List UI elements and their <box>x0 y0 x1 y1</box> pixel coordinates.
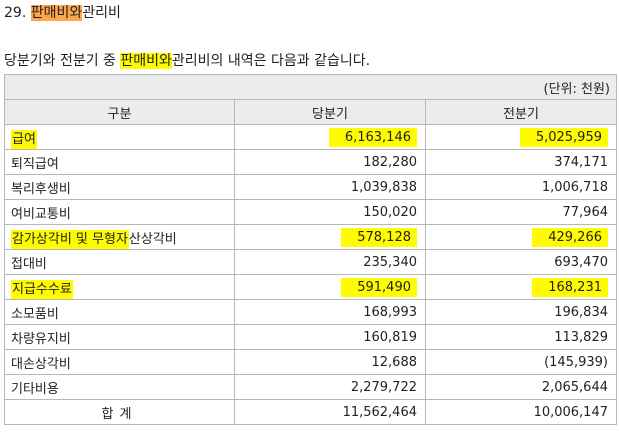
table-row: 차량유지비 160,819 113,829 <box>4 324 617 350</box>
row-current: 591,490 <box>234 274 426 300</box>
total-current: 11,562,464 <box>234 399 426 425</box>
row-current: 235,340 <box>234 249 426 275</box>
table-row: 여비교통비 150,020 77,964 <box>4 199 617 225</box>
row-label: 복리후생비 <box>4 174 235 200</box>
row-previous: 77,964 <box>425 199 617 225</box>
row-current: 160,819 <box>234 324 426 350</box>
row-label: 지급수수료 <box>4 274 235 300</box>
header-row: 구분 당분기 전분기 <box>4 99 617 125</box>
table-row: 대손상각비 12,688 (145,939) <box>4 349 617 375</box>
unit-label: (단위: 천원) <box>4 74 617 100</box>
section-number: 29. <box>4 5 27 21</box>
row-previous: (145,939) <box>425 349 617 375</box>
row-label: 차량유지비 <box>4 324 235 350</box>
section-title-highlight: 판매비와 <box>30 5 83 21</box>
header-current: 당분기 <box>234 99 426 125</box>
expense-table-container: (단위: 천원) 구분 당분기 전분기 급여 6,163,146 5,025,9… <box>4 74 617 425</box>
row-label: 퇴직급여 <box>4 149 235 175</box>
row-current: 6,163,146 <box>234 124 426 150</box>
row-previous: 1,006,718 <box>425 174 617 200</box>
header-previous: 전분기 <box>425 99 617 125</box>
table-row: 감가상각비 및 무형자산상각비 578,128 429,266 <box>4 224 617 250</box>
row-current: 150,020 <box>234 199 426 225</box>
section-title-rest: 관리비 <box>82 5 121 21</box>
row-previous: 693,470 <box>425 249 617 275</box>
expense-table: (단위: 천원) 구분 당분기 전분기 급여 6,163,146 5,025,9… <box>4 74 617 425</box>
row-label: 대손상각비 <box>4 349 235 375</box>
table-row: 복리후생비 1,039,838 1,006,718 <box>4 174 617 200</box>
header-category: 구분 <box>4 99 235 125</box>
row-label: 기타비용 <box>4 374 235 400</box>
intro-sentence: 당분기와 전분기 중 판매비와관리비의 내역은 다음과 같습니다. <box>4 52 370 70</box>
total-row: 합계 11,562,464 10,006,147 <box>4 399 617 425</box>
row-label: 감가상각비 및 무형자산상각비 <box>4 224 235 250</box>
row-previous: 374,171 <box>425 149 617 175</box>
total-previous: 10,006,147 <box>425 399 617 425</box>
table-row: 퇴직급여 182,280 374,171 <box>4 149 617 175</box>
row-previous: 429,266 <box>425 224 617 250</box>
table-row: 소모품비 168,993 196,834 <box>4 299 617 325</box>
row-current: 168,993 <box>234 299 426 325</box>
row-previous: 168,231 <box>425 274 617 300</box>
row-previous: 196,834 <box>425 299 617 325</box>
table-row: 접대비 235,340 693,470 <box>4 249 617 275</box>
row-current: 2,279,722 <box>234 374 426 400</box>
row-current: 12,688 <box>234 349 426 375</box>
row-current: 182,280 <box>234 149 426 175</box>
row-previous: 113,829 <box>425 324 617 350</box>
row-previous: 2,065,644 <box>425 374 617 400</box>
row-label: 여비교통비 <box>4 199 235 225</box>
row-label: 소모품비 <box>4 299 235 325</box>
intro-highlight: 판매비와 <box>120 53 172 69</box>
row-label: 접대비 <box>4 249 235 275</box>
row-current: 578,128 <box>234 224 426 250</box>
table-row: 지급수수료 591,490 168,231 <box>4 274 617 300</box>
row-previous: 5,025,959 <box>425 124 617 150</box>
section-heading: 29. 판매비와관리비 <box>4 4 121 22</box>
table-row: 기타비용 2,279,722 2,065,644 <box>4 374 617 400</box>
row-current: 1,039,838 <box>234 174 426 200</box>
unit-row: (단위: 천원) <box>4 74 617 100</box>
row-label: 급여 <box>4 124 235 150</box>
intro-after: 관리비의 내역은 다음과 같습니다. <box>171 53 371 69</box>
intro-before: 당분기와 전분기 중 <box>4 53 121 69</box>
table-row: 급여 6,163,146 5,025,959 <box>4 124 617 150</box>
total-label: 합계 <box>4 399 235 425</box>
